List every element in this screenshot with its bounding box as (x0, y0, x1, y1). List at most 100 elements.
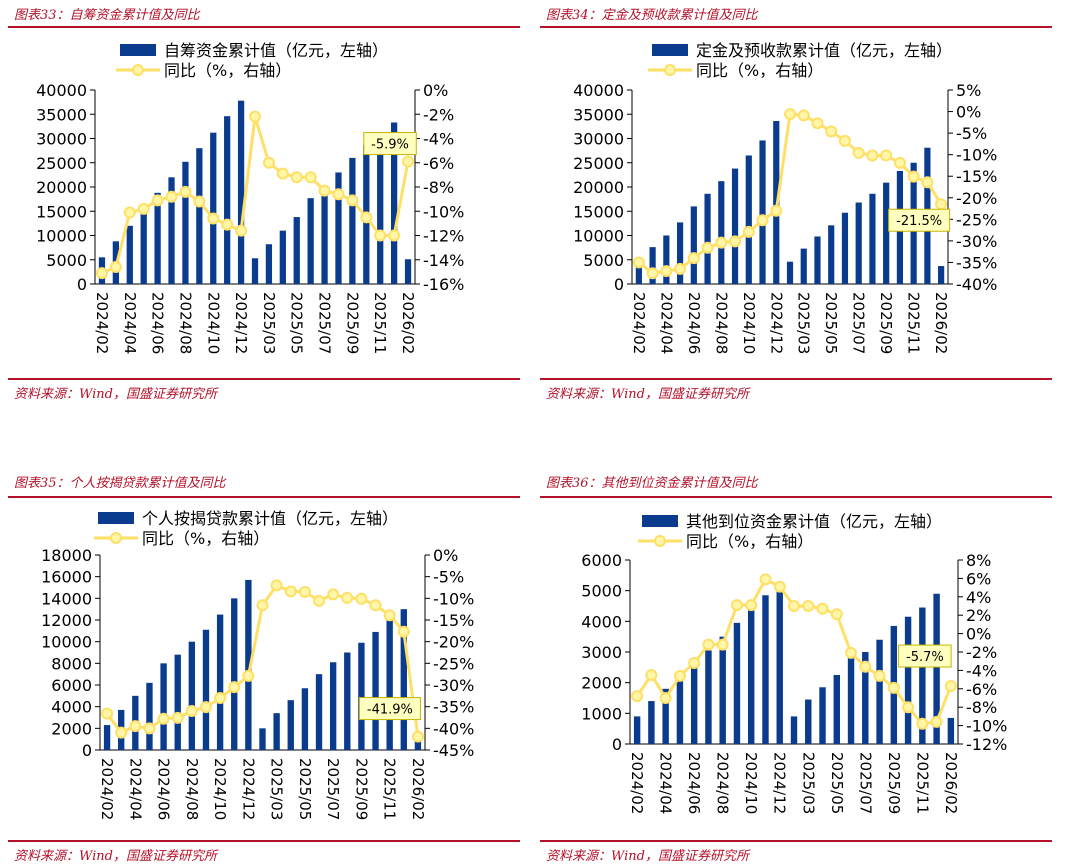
bar (800, 248, 807, 284)
left-tick-label: 18000 (41, 546, 92, 565)
left-tick-label: 5000 (46, 251, 87, 270)
right-tick-label: -10% (956, 146, 997, 165)
left-tick-label: 30000 (36, 130, 87, 149)
bar (168, 177, 175, 284)
line-point (701, 241, 714, 254)
line-point (845, 646, 858, 659)
legend-line-marker (664, 64, 676, 76)
right-tick-label: 6% (966, 569, 991, 588)
x-tick-label: 2024/04 (121, 292, 139, 354)
bar (776, 584, 783, 744)
bar (790, 716, 798, 744)
bar (315, 674, 323, 750)
source-note: 资料来源：Wind，国盛证券研究所 (546, 849, 749, 864)
line-point (830, 608, 843, 621)
right-tick-label: 4% (966, 588, 991, 607)
left-tick-label: 0 (614, 275, 624, 294)
bar (833, 675, 840, 744)
line-point (852, 146, 865, 159)
x-tick-label: 2026/02 (932, 292, 950, 354)
bar (876, 639, 883, 744)
combo-chart: 0 2000 4000 6000 8000 10000 12000 14000 16000 180… (41, 509, 474, 820)
bar (224, 116, 231, 284)
legend-bar-label: 自筹资金累计值（亿元，左轴） (164, 41, 388, 60)
left-tick-label: 1000 (581, 704, 622, 723)
x-tick-label: 2025/05 (828, 752, 846, 814)
bar (819, 687, 826, 744)
line-point (235, 224, 248, 237)
line-point (893, 156, 906, 169)
bar (321, 186, 328, 284)
line-point (369, 599, 382, 612)
chart-panel-other-funds: 图表36：其他到位资金累计值及同比 0 1000 2000 3000 4000 5000 6… (532, 468, 1065, 867)
left-tick-label: 0 (612, 735, 622, 754)
legend-bar-swatch (98, 512, 134, 524)
title-divider (8, 496, 520, 498)
source-divider (540, 378, 1052, 380)
bar (140, 209, 147, 284)
combo-chart: 0 5000 10000 15000 20000 25000 30000 35000 40000… (36, 41, 464, 354)
right-tick-label: -30% (956, 232, 997, 251)
right-tick-label: 8% (966, 551, 991, 570)
yoy-line (637, 112, 943, 275)
line-point (109, 261, 122, 274)
legend-line-marker (654, 535, 666, 547)
legend-bar-swatch (642, 515, 678, 527)
right-tick-label: 2% (966, 606, 991, 625)
line-point (784, 108, 796, 121)
x-tick-label: 2024/08 (714, 752, 732, 814)
bar (649, 247, 656, 284)
legend-line-label: 同比（%，右轴） (142, 529, 269, 548)
right-tick-label: -8% (423, 178, 454, 197)
line-point (729, 235, 742, 248)
x-tick-label: 2025/11 (913, 752, 931, 814)
line-point (276, 167, 289, 180)
right-tick-label: 0% (433, 546, 458, 565)
line-point (143, 722, 156, 735)
line-point (825, 125, 838, 138)
bar (160, 663, 167, 750)
figure-title: 图表35：个人按揭贷款累计值及同比 (14, 476, 226, 491)
right-tick-label: -40% (956, 275, 997, 294)
bar (210, 132, 217, 284)
annotation-label: -21.5% (896, 214, 942, 229)
figure-title: 图表33：自筹资金累计值及同比 (14, 8, 200, 23)
line-point (659, 692, 672, 704)
bar (947, 717, 955, 744)
line-point (907, 170, 920, 183)
left-tick-label: 20000 (573, 178, 624, 197)
x-tick-label: 2024/02 (628, 752, 646, 814)
x-tick-label: 2024/06 (685, 292, 703, 354)
right-tick-label: -45% (433, 741, 474, 760)
bar (862, 652, 869, 744)
right-tick-label: -40% (433, 719, 474, 738)
line-point (411, 730, 424, 743)
x-tick-label: 2024/12 (239, 758, 257, 820)
annotation-callout: -41.9% (358, 697, 421, 721)
right-tick-label: -35% (956, 253, 997, 272)
bar (259, 728, 266, 750)
line-point (873, 669, 886, 682)
legend-line-label: 同比（%，右轴） (696, 61, 823, 80)
figure-title: 图表34：定金及预收款累计值及同比 (546, 8, 758, 23)
bar (349, 157, 356, 284)
left-tick-label: 3000 (581, 643, 622, 662)
x-tick-label: 2025/07 (324, 758, 342, 820)
legend: 个人按揭贷款累计值（亿元，左轴）同比（%，右轴） (94, 509, 398, 548)
legend-bar-label: 定金及预收款累计值（亿元，左轴） (696, 41, 952, 60)
x-tick-label: 2024/08 (183, 758, 201, 820)
left-tick-label: 40000 (573, 81, 624, 100)
right-tick-label: 5% (956, 81, 981, 100)
bar (307, 198, 314, 284)
line-point (115, 726, 128, 739)
line-point (745, 599, 758, 612)
legend-line-label: 同比（%，右轴） (686, 532, 813, 551)
x-tick-label: 2025/03 (260, 292, 278, 354)
bar (154, 192, 161, 284)
right-tick-label: -10% (423, 202, 464, 221)
bar (847, 658, 855, 744)
bar (202, 629, 210, 750)
left-tick-label: 10000 (41, 633, 92, 652)
bar (404, 259, 412, 284)
left-tick-label: 20000 (36, 178, 87, 197)
